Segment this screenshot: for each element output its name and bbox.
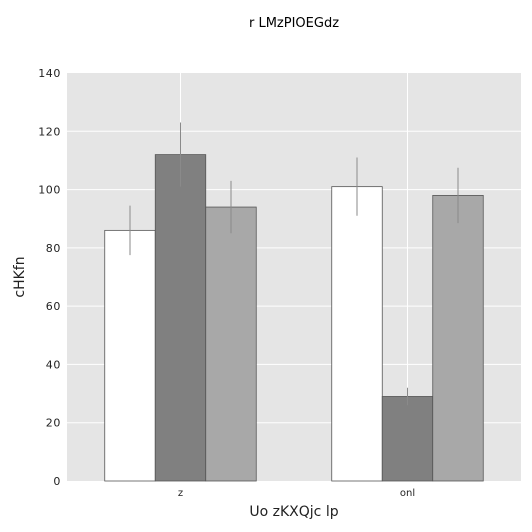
bars: [104, 154, 484, 482]
y-tick-label: 100: [38, 184, 61, 197]
bar: [331, 186, 383, 482]
bar: [432, 194, 484, 482]
error-bars: [129, 122, 459, 406]
chart-title: r LMzPIOEGdz: [249, 16, 339, 31]
y-axis-label: cHKfn: [12, 256, 28, 297]
y-tick-label: 140: [38, 67, 61, 80]
y-tick-labels: 0 20 40 60 80 100 120 140: [38, 67, 61, 488]
x-tick-label: z: [178, 488, 183, 499]
bar: [154, 154, 207, 482]
y-tick-label: 20: [46, 417, 61, 430]
y-tick-label: 120: [38, 125, 61, 138]
y-tick-label: 0: [53, 475, 61, 488]
bar: [104, 229, 156, 482]
y-tick-label: 80: [46, 242, 61, 255]
bar: [205, 206, 257, 482]
x-axis-label: Uo zKXQjc lp: [249, 504, 338, 520]
y-tick-label: 40: [46, 358, 61, 371]
bar: [381, 396, 434, 482]
x-tick-labels: z onl: [178, 488, 415, 499]
y-tick-label: 60: [46, 300, 61, 313]
x-tick-label: onl: [400, 488, 415, 499]
